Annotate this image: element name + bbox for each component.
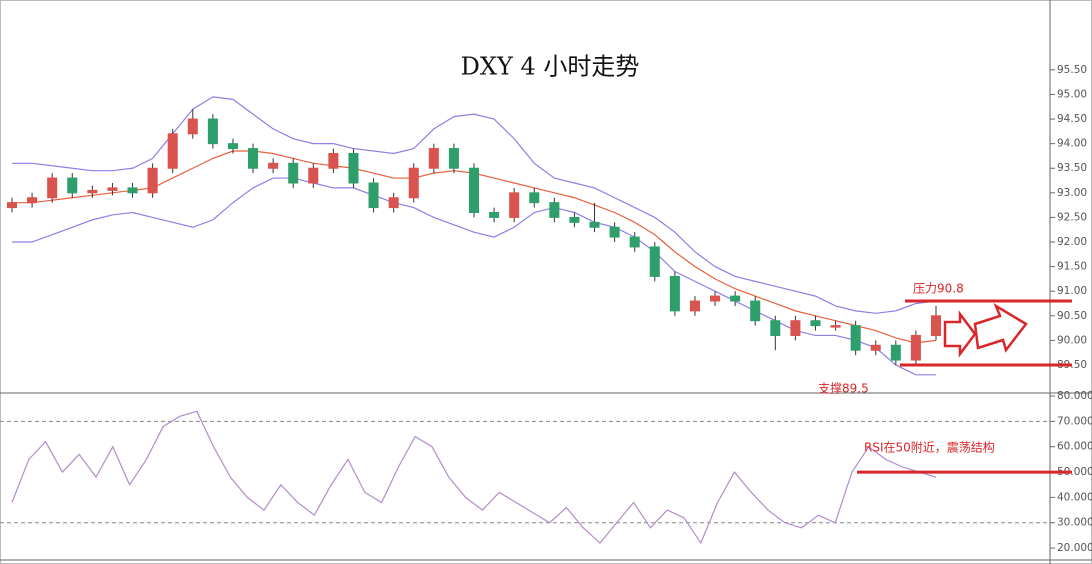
candle-body	[850, 325, 861, 351]
y-tick-label: 50.0000	[1057, 466, 1092, 478]
candle-body	[408, 167, 419, 199]
candle-body	[268, 162, 279, 169]
y-tick-label: 95.50	[1057, 64, 1087, 76]
candle-body	[770, 320, 781, 336]
candle-body	[750, 300, 761, 322]
candle-body	[248, 148, 259, 169]
candle-body	[6, 202, 18, 209]
candle-body	[790, 320, 801, 336]
candle-body	[187, 118, 198, 135]
candle-body	[689, 300, 700, 312]
candle-body	[207, 118, 218, 145]
candle-body	[107, 187, 118, 191]
candle-body	[448, 148, 459, 169]
annotation: 支撑89.5	[818, 380, 869, 395]
candle-body	[589, 221, 600, 228]
candle-body	[649, 246, 660, 277]
arrow	[973, 303, 1028, 353]
y-tick-label: 94.00	[1057, 138, 1087, 150]
rsi-line	[11, 410, 937, 545]
annotation: RSI在50附近，震荡结构	[864, 440, 995, 455]
candle-body	[87, 189, 98, 194]
candle-body	[669, 275, 680, 312]
candle-body	[67, 177, 78, 194]
y-tick-label: 80.0000	[1057, 390, 1092, 402]
band-line	[12, 96, 937, 314]
candle-body	[428, 148, 439, 169]
y-tick-label: 20.0000	[1057, 542, 1092, 554]
candle-body	[227, 143, 238, 150]
y-tick-label: 89.50	[1057, 359, 1087, 371]
candle-body	[47, 177, 58, 199]
candle-body	[328, 152, 339, 169]
y-tick-label: 94.50	[1057, 113, 1087, 125]
y-tick-label: 40.0000	[1057, 491, 1092, 503]
candle-body	[629, 236, 640, 248]
y-tick-label: 90.00	[1057, 334, 1087, 346]
candle-body	[489, 211, 500, 218]
y-tick-label: 91.50	[1057, 261, 1087, 273]
candle-body	[127, 187, 138, 194]
candle-body	[549, 202, 560, 218]
candle-body	[308, 167, 319, 184]
candle-body	[509, 192, 520, 218]
y-tick-label: 70.0000	[1057, 415, 1092, 427]
arrow	[943, 310, 977, 358]
candle-body	[529, 192, 540, 204]
annotation: 压力90.8	[913, 282, 964, 296]
candle-body	[388, 197, 399, 209]
candle-body	[810, 320, 821, 327]
candle-body	[468, 167, 480, 213]
y-tick-label: 90.50	[1057, 310, 1087, 322]
y-tick-label: 93.50	[1057, 162, 1087, 174]
y-tick-label: 95.00	[1057, 88, 1087, 100]
y-tick-label: 91.00	[1057, 285, 1087, 297]
candle-body	[348, 152, 359, 184]
candle-body	[288, 162, 299, 184]
candle-body	[890, 344, 901, 361]
candle-body	[27, 197, 38, 204]
candle-body	[930, 315, 942, 336]
candle-body	[368, 182, 379, 209]
candle-body	[830, 325, 841, 328]
candle-body	[910, 334, 921, 361]
y-tick-label: 92.00	[1057, 236, 1087, 248]
chart-title: DXY 4 小时走势	[461, 53, 640, 81]
candle-body	[870, 344, 881, 351]
candle-body	[147, 167, 158, 194]
y-tick-label: 30.0000	[1057, 517, 1092, 529]
y-tick-label: 60.0000	[1057, 441, 1092, 453]
candle-body	[167, 133, 178, 169]
y-tick-label: 93.00	[1057, 187, 1087, 199]
candle-body	[730, 295, 741, 302]
candle-body	[609, 226, 620, 238]
y-tick-label: 92.50	[1057, 211, 1087, 223]
candle-body	[569, 216, 580, 223]
band-line	[12, 177, 936, 376]
candle-body	[710, 295, 721, 302]
